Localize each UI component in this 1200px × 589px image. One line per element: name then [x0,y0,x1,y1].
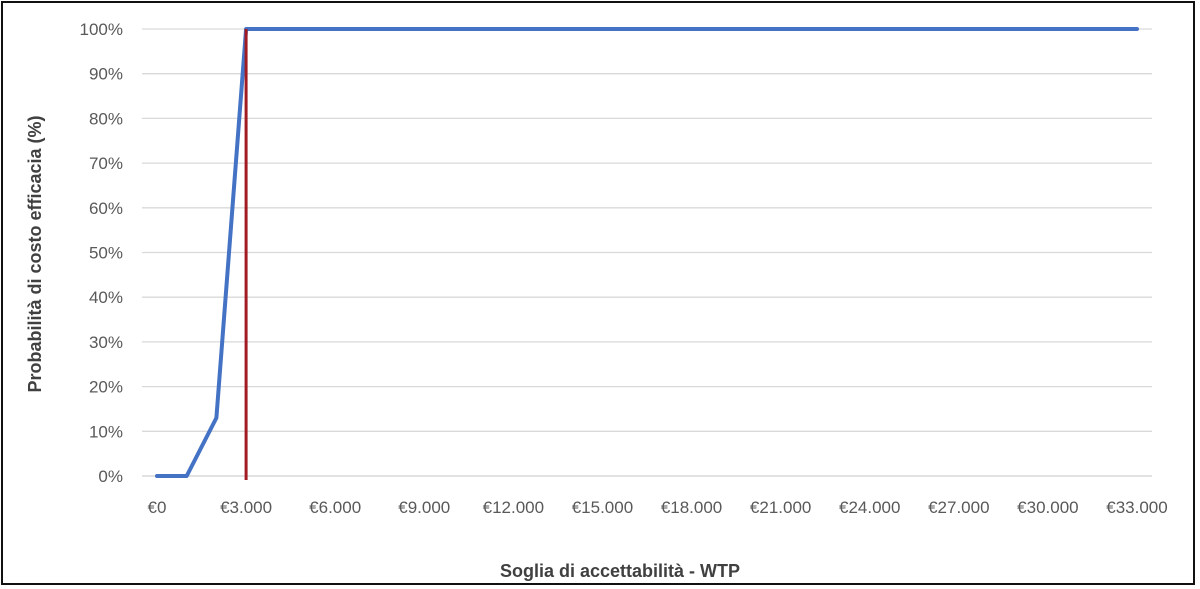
y-tick-label: 20% [89,378,123,397]
x-tick-label: €27.000 [928,498,989,517]
x-tick-label: €3.000 [220,498,272,517]
x-tick-label: €30.000 [1017,498,1078,517]
y-tick-label: 50% [89,244,123,263]
x-tick-label: €9.000 [398,498,450,517]
y-axis-title: Probabilità di costo efficacia (%) [25,115,45,392]
y-tick-label: 90% [89,65,123,84]
x-tick-label: €18.000 [661,498,722,517]
series-line [155,27,1139,478]
x-tick-label: €15.000 [572,498,633,517]
y-tick-label: 40% [89,288,123,307]
y-tick-label: 30% [89,333,123,352]
y-tick-label: 60% [89,199,123,218]
y-tick-label: 70% [89,154,123,173]
x-tick-label: €21.000 [750,498,811,517]
y-tick-label: 100% [80,20,123,39]
x-tick-label: €0 [148,498,167,517]
y-tick-label: 10% [89,422,123,441]
y-tick-label: 80% [89,109,123,128]
y-tick-label: 0% [98,467,123,486]
x-tick-label: €12.000 [483,498,544,517]
gridlines [142,28,1152,432]
x-tick-label: €24.000 [839,498,900,517]
x-axis-title: Soglia di accettabilità - WTP [500,561,740,581]
x-tick-label: €6.000 [309,498,361,517]
y-axis-tick-labels: 0% 10% 20% 30% 40% 50% 60% 70% 80% 90% 100% [80,20,123,486]
x-axis-tick-labels: €0 €3.000 €6.000 €9.000 €12.000 €15.000 €18.00… [148,498,1168,517]
x-tick-label: €33.000 [1106,498,1167,517]
